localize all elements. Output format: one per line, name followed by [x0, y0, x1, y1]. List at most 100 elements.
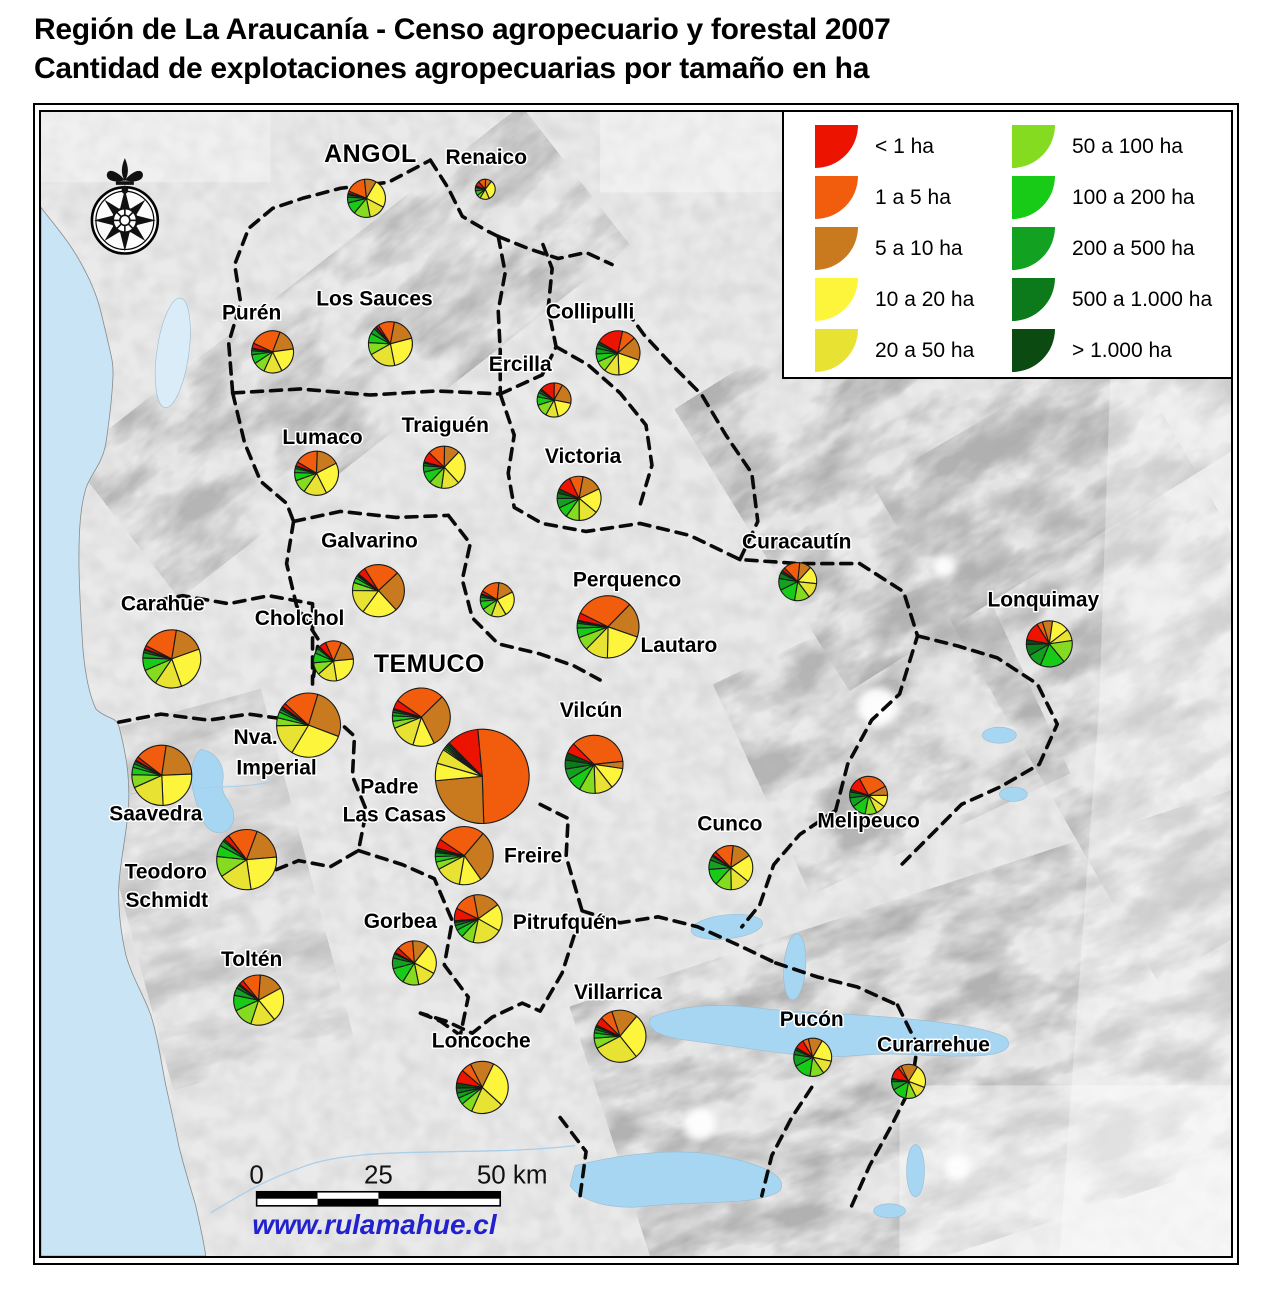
pie-cholchol [313, 640, 354, 682]
pie-slice-10a20 [315, 462, 340, 494]
pie-slice-1a5 [858, 775, 886, 796]
outside-region-light [41, 112, 1231, 1256]
pie-saavedra [131, 744, 193, 806]
commune-boundaries [117, 158, 1060, 1208]
pie-slice-gt1000 [423, 461, 445, 468]
label-loncoche: Loncoche [432, 1029, 531, 1052]
scale-label-0: 0 [249, 1160, 263, 1190]
pie-slice-10a20 [606, 626, 638, 659]
lake-villarrica [649, 1005, 1009, 1057]
pie-padre-las-casas [434, 728, 530, 825]
label-angol: ANGOL [324, 140, 417, 168]
lake-coastal-lagoon [154, 297, 191, 408]
lake-budi [190, 748, 234, 833]
pie-slice-gt1000 [1025, 639, 1050, 645]
pie-lautaro [576, 595, 640, 659]
label-carahue: Carahue [121, 593, 205, 616]
pie-slice-gt1000 [564, 752, 595, 765]
label-melipeuco: Melipeuco [817, 809, 919, 832]
pie-slice-gt1000 [347, 192, 368, 199]
label-curacautin: Curacautín [742, 530, 851, 553]
legend-item-5a10: 5 a 10 ha [814, 226, 963, 271]
pie-slice-5a10 [463, 832, 494, 881]
pie-slice-gt1000 [375, 326, 391, 345]
label-cholchol: Cholchol [255, 607, 345, 630]
pie-slice-gt1000 [134, 759, 163, 776]
pie-slice-gt1000 [281, 706, 310, 726]
pie-slice-gt1000 [455, 1082, 483, 1089]
pie-slice-1a5 [364, 564, 399, 592]
legend-swatch-500a1000-icon [1012, 278, 1055, 321]
pie-slice-10a20 [161, 773, 193, 806]
legend-swatch-100a200-icon [1012, 176, 1055, 219]
pie-slice-10a20 [389, 337, 413, 367]
legend-label: > 1.000 ha [1072, 338, 1172, 362]
legend-label: 100 a 200 ha [1072, 185, 1195, 209]
legend-item-200a500: 200 a 500 ha [1011, 226, 1195, 271]
pie-curarrehue [891, 1063, 927, 1099]
label-ercilla: Ercilla [489, 353, 552, 376]
label-lautaro: Lautaro [641, 634, 718, 657]
pie-melipeuco [849, 775, 889, 815]
label-cunco: Cunco [697, 812, 762, 835]
pie-loncoche [455, 1060, 509, 1115]
legend-item-lt1: < 1 ha [814, 124, 934, 169]
website-link[interactable]: www.rulamahue.cl [252, 1209, 498, 1240]
legend-label: 200 a 500 ha [1072, 236, 1195, 260]
pie-slice-gt1000 [595, 1024, 621, 1037]
label-puren: Purén [222, 302, 281, 325]
label-renaico: Renaico [446, 146, 527, 169]
pie-carahue [142, 629, 202, 689]
pie-slice-gt1000 [295, 465, 318, 474]
legend-label: 20 a 50 ha [875, 338, 975, 362]
pie-slice-10a20 [481, 1063, 509, 1106]
pie-slice-gt1000 [435, 847, 465, 857]
pie-slice-10a20 [332, 658, 354, 682]
lake-icalma [999, 787, 1028, 802]
legend-swatch-1a5-icon [815, 176, 858, 219]
pie-slice-20a50 [596, 1035, 637, 1063]
pie-slice-5a10 [434, 775, 485, 825]
label-villarrica: Villarrica [574, 981, 662, 1004]
title-block: Región de La Araucanía - Censo agropecua… [34, 10, 891, 88]
pie-slice-gt1000 [393, 952, 415, 964]
pie-slice-gt1000 [539, 388, 555, 401]
label-lonquimay: Lonquimay [987, 589, 1099, 612]
label-teodoro-schmidt-0: Teodoro [125, 861, 207, 884]
pie-vilcun [564, 734, 624, 794]
label-tolten: Toltén [221, 948, 282, 971]
pie-victoria [556, 475, 602, 521]
label-collipulli: Collipulli [546, 301, 634, 324]
map-outer-frame: ANGOL Renaico Purén Los Sauces Collipulli Erc… [33, 103, 1239, 1265]
pie-galvarino [351, 564, 405, 618]
scale-label-50km: 50 km [477, 1160, 548, 1190]
pie-slice-1a5 [252, 330, 281, 353]
pacific-ocean [41, 206, 207, 1256]
pie-slice-10a20 [443, 451, 466, 484]
pie-slice-gt1000 [447, 742, 483, 777]
pie-slice-gt1000 [480, 593, 498, 601]
pie-slice-1a5 [145, 629, 177, 660]
pie-los-sauces [367, 321, 413, 367]
pie-pitrufquen [453, 894, 503, 944]
pie-slice-gt1000 [557, 488, 580, 499]
pie-slice-5a10 [308, 693, 342, 737]
pie-slice-5a10 [161, 744, 193, 776]
label-curarrehue: Curarrehue [877, 1033, 990, 1056]
pie-slice-gt1000 [251, 347, 274, 353]
lake-calafquen [569, 1151, 782, 1208]
pie-lumaco [294, 450, 340, 496]
label-pitrufquen: Pitrufquén [513, 911, 618, 934]
pie-slice-gt1000 [237, 983, 260, 1001]
legend-swatch-gt1000-icon [1012, 329, 1055, 372]
legend: < 1 ha 1 a 5 ha 5 a 10 ha 10 a 20 ha 20 a 50… [782, 112, 1231, 379]
pie-traiguen [422, 445, 466, 489]
pie-perquenco [479, 582, 515, 618]
pie-puren [251, 330, 295, 374]
pie-gorbea [391, 940, 437, 986]
legend-label: < 1 ha [875, 134, 934, 158]
legend-swatch-50a100-icon [1012, 125, 1055, 168]
pie-slice-10a20 [258, 987, 285, 1021]
pie-angol [346, 178, 386, 218]
label-temuco: TEMUCO [374, 650, 485, 678]
